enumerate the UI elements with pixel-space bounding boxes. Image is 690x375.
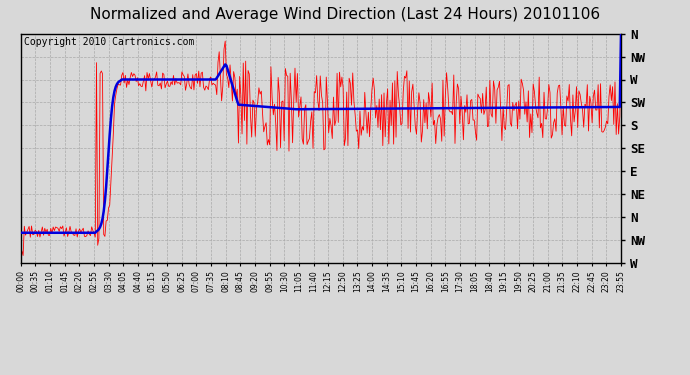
- Text: Copyright 2010 Cartronics.com: Copyright 2010 Cartronics.com: [23, 37, 194, 47]
- Text: Normalized and Average Wind Direction (Last 24 Hours) 20101106: Normalized and Average Wind Direction (L…: [90, 8, 600, 22]
